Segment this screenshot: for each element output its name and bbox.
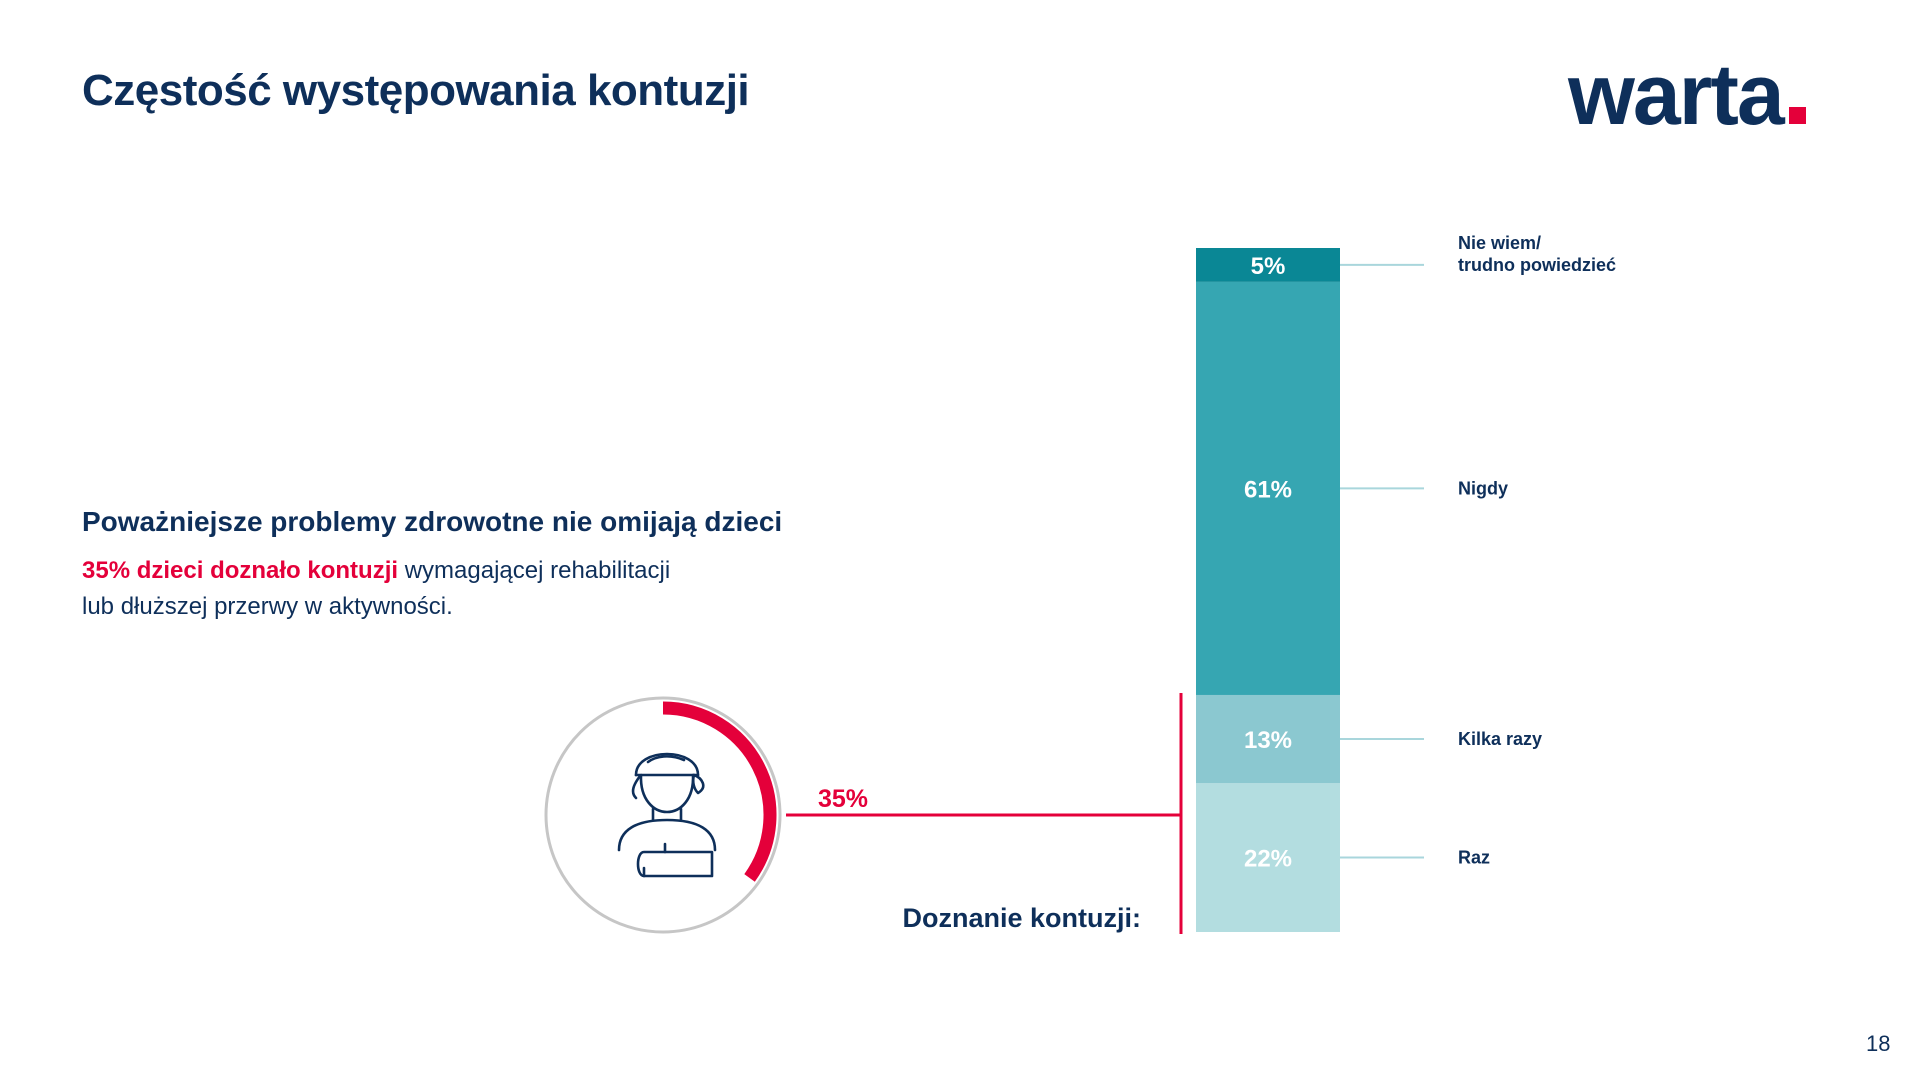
segment-value-nigdy: 61% xyxy=(1244,476,1292,503)
bar-segment-nie-wiem xyxy=(1196,248,1340,282)
logo-text: warta xyxy=(1568,47,1785,143)
segment-value-nie-wiem: 5% xyxy=(1251,253,1286,280)
bar-segment-kilka-razy xyxy=(1196,694,1340,784)
section-description: 35% dzieci doznało kontuzji wymagającej … xyxy=(82,553,702,625)
logo-dot xyxy=(1788,107,1806,124)
segment-value-kilka-razy: 13% xyxy=(1244,727,1292,754)
injury-group-label: Doznanie kontuzji: xyxy=(903,903,1142,933)
warta-logo: warta xyxy=(1568,52,1806,138)
section-headline: Poważniejsze problemy zdrowotne nie omij… xyxy=(82,506,783,537)
category-label-raz: Raz xyxy=(1458,848,1490,868)
segment-value-raz: 22% xyxy=(1244,846,1292,873)
description-highlight: 35% dzieci doznało kontuzji xyxy=(82,557,399,584)
injury-share-value: 35% xyxy=(818,785,868,813)
page-number: 18 xyxy=(1866,1031,1891,1056)
bar-segment-raz xyxy=(1196,783,1340,932)
ring-arc-injured-share xyxy=(662,701,777,882)
category-label-nie-wiem: Nie wiem/trudno powiedzieć xyxy=(1458,233,1616,275)
bar-segment-nigdy xyxy=(1196,281,1340,695)
stacked-bar: 22% Raz 13% Kilka razy 61% Nigdy 5% Nie wiem/tr… xyxy=(1196,233,1616,932)
category-label-kilka-razy: Kilka razy xyxy=(1458,729,1542,749)
injury-share-ring xyxy=(544,696,782,934)
description-rest: wymagającej rehabilitacji lub dłuższej p… xyxy=(82,557,671,620)
category-label-nigdy: Nigdy xyxy=(1458,478,1508,498)
page-title: Częstość występowania kontuzji xyxy=(82,66,750,115)
child-with-arm-sling-icon xyxy=(617,752,717,878)
ring-background xyxy=(544,696,782,934)
